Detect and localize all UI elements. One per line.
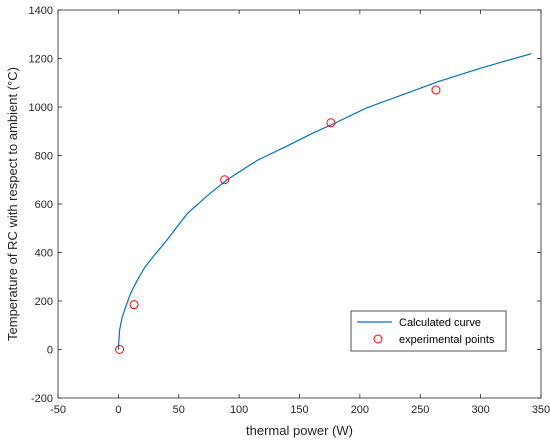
y-tick-label: 400 bbox=[35, 248, 53, 260]
y-tick-label: 1400 bbox=[29, 5, 53, 17]
experimental-point bbox=[129, 300, 139, 310]
x-tick-label: 350 bbox=[532, 404, 550, 416]
calculated-curve-line bbox=[117, 53, 532, 350]
legend-label-experimental: experimental points bbox=[399, 334, 495, 346]
y-tick-label: 600 bbox=[35, 199, 53, 211]
x-tick-label: 250 bbox=[411, 404, 429, 416]
legend-box bbox=[350, 310, 507, 352]
x-tick-label: 100 bbox=[230, 404, 248, 416]
legend-label-calculated: Calculated curve bbox=[399, 317, 481, 329]
legend-marker-swatch bbox=[373, 334, 383, 344]
y-axis-label: Temperature of RC with respect to ambien… bbox=[5, 67, 20, 341]
x-tick-label: -50 bbox=[50, 404, 66, 416]
experimental-point bbox=[431, 85, 441, 95]
series-layer bbox=[115, 53, 532, 354]
x-axis: -50 0 50 100 150 200 250 300 350 bbox=[50, 10, 550, 416]
legend: Calculated curve experimental points bbox=[350, 310, 507, 352]
x-axis-label: thermal power (W) bbox=[246, 423, 353, 438]
y-tick-label: 1200 bbox=[29, 54, 53, 66]
y-tick-label: 800 bbox=[35, 151, 53, 163]
x-tick-label: 50 bbox=[173, 404, 185, 416]
experimental-point bbox=[115, 345, 125, 354]
x-tick-label: 300 bbox=[471, 404, 489, 416]
y-tick-label: 200 bbox=[35, 296, 53, 308]
x-tick-label: 200 bbox=[351, 404, 369, 416]
y-tick-label: 0 bbox=[47, 345, 53, 357]
x-tick-label: 150 bbox=[290, 404, 308, 416]
y-tick-label: 1000 bbox=[29, 102, 53, 114]
y-tick-label: -200 bbox=[31, 393, 53, 405]
experimental-point bbox=[220, 175, 230, 185]
experimental-point bbox=[326, 118, 336, 128]
y-axis: -200 0 200 400 600 800 1000 1200 1400 bbox=[29, 5, 541, 405]
x-tick-label: 0 bbox=[115, 404, 121, 416]
